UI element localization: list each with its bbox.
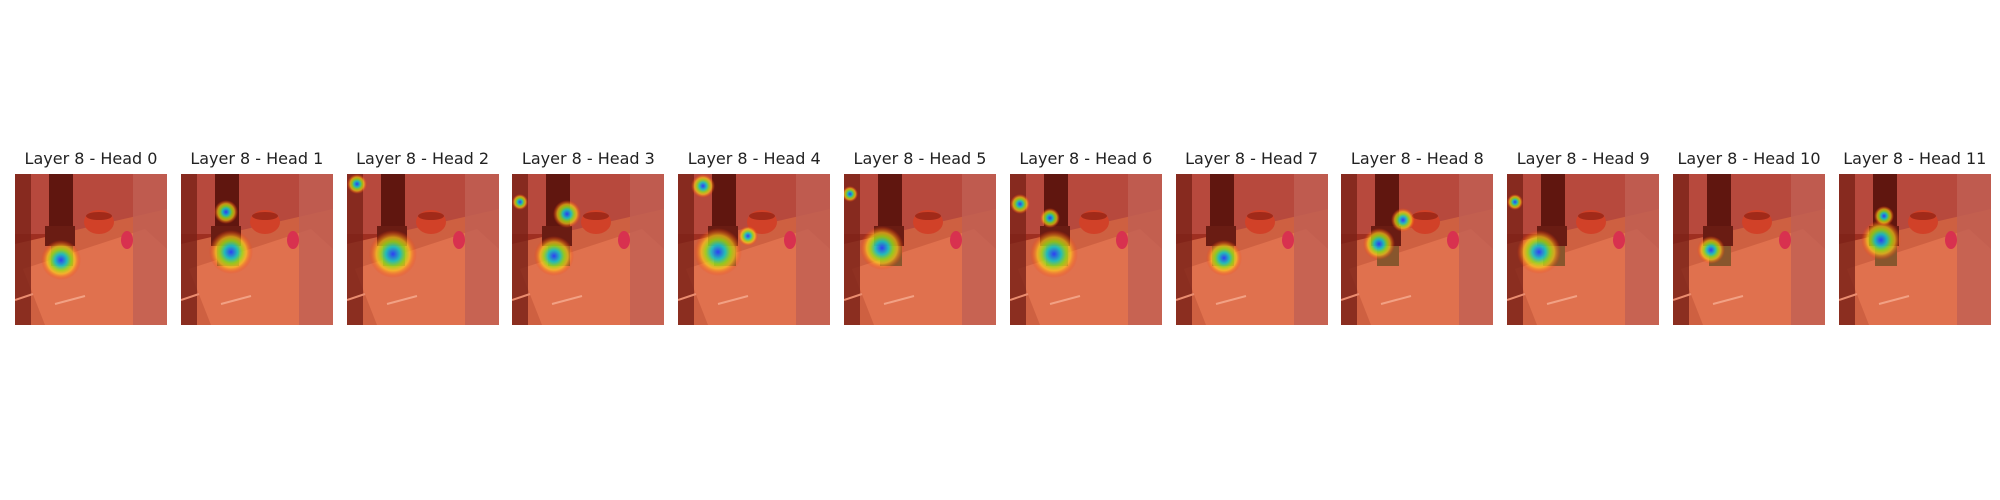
attention-heatmap-image [512, 174, 665, 325]
heatmap-svg [15, 174, 167, 325]
attention-hotspot [41, 240, 81, 280]
attention-heatmap-image [180, 174, 333, 325]
heatmap-svg [678, 174, 831, 325]
attention-heatmap-image [1673, 174, 1825, 325]
panel-title: Layer 8 - Head 8 [1350, 149, 1484, 168]
attention-hotspot [213, 200, 238, 224]
attention-hotspot [1363, 228, 1396, 260]
attention-hotspot [346, 174, 367, 194]
heatmap-svg [180, 174, 333, 325]
attention-hotspot [1029, 230, 1078, 278]
attention-heatmap-image [1838, 174, 1991, 325]
heatmap-svg [346, 174, 499, 325]
attention-hotspot [1507, 194, 1524, 210]
heatmap-svg [1673, 174, 1825, 325]
heatmap-svg [1507, 174, 1660, 325]
attention-hotspot [1391, 208, 1416, 232]
attention-hotspot [1009, 194, 1030, 214]
attention-heatmap-image [1175, 174, 1328, 325]
attention-hotspot [844, 186, 858, 202]
attention-hotspot [512, 194, 529, 210]
panel-title: Layer 8 - Head 1 [190, 149, 324, 168]
attention-hotspot [368, 230, 417, 278]
panel-title: Layer 8 - Head 7 [1185, 149, 1319, 168]
attention-heatmap-image [1507, 174, 1660, 325]
attention-heatmap-image [346, 174, 499, 325]
attention-heatmap-image [844, 174, 996, 325]
attention-hotspot [1697, 236, 1725, 264]
panel-title: Layer 8 - Head 5 [853, 149, 987, 168]
heatmap-svg [1341, 174, 1494, 325]
heatmap-svg [844, 174, 996, 325]
attention-hotspot [534, 236, 575, 276]
heatmap-svg [1175, 174, 1328, 325]
attention-hotspot [1039, 208, 1060, 228]
panel-title: Layer 8 - Head 4 [687, 149, 821, 168]
attention-hotspot [1873, 206, 1894, 226]
panel-title: Layer 8 - Head 9 [1516, 149, 1650, 168]
attention-hotspot [694, 228, 743, 276]
panel-title: Layer 8 - Head 11 [1843, 149, 1987, 168]
attention-heatmap-image [1009, 174, 1162, 325]
attention-heatmap-image [15, 174, 167, 325]
panel-title: Layer 8 - Head 10 [1677, 149, 1821, 168]
attention-heatmap-image [1341, 174, 1494, 325]
panel-title: Layer 8 - Head 2 [356, 149, 490, 168]
attention-hotspot [1517, 230, 1562, 274]
panel-title: Layer 8 - Head 6 [1019, 149, 1153, 168]
attention-heatmap-image [678, 174, 831, 325]
heatmap-svg [512, 174, 665, 325]
heatmap-svg [1838, 174, 1991, 325]
panel-title: Layer 8 - Head 3 [521, 149, 655, 168]
attention-hotspot [1205, 240, 1242, 276]
attention-hotspot [738, 226, 759, 246]
attention-hotspot [208, 230, 253, 274]
attention-hotspot [691, 174, 716, 198]
attention-hotspot [553, 200, 582, 228]
attention-hotspot [1860, 220, 1901, 260]
panel-title: Layer 8 - Head 0 [24, 149, 158, 168]
heatmap-svg [1009, 174, 1162, 325]
attention-hotspot [860, 226, 904, 270]
